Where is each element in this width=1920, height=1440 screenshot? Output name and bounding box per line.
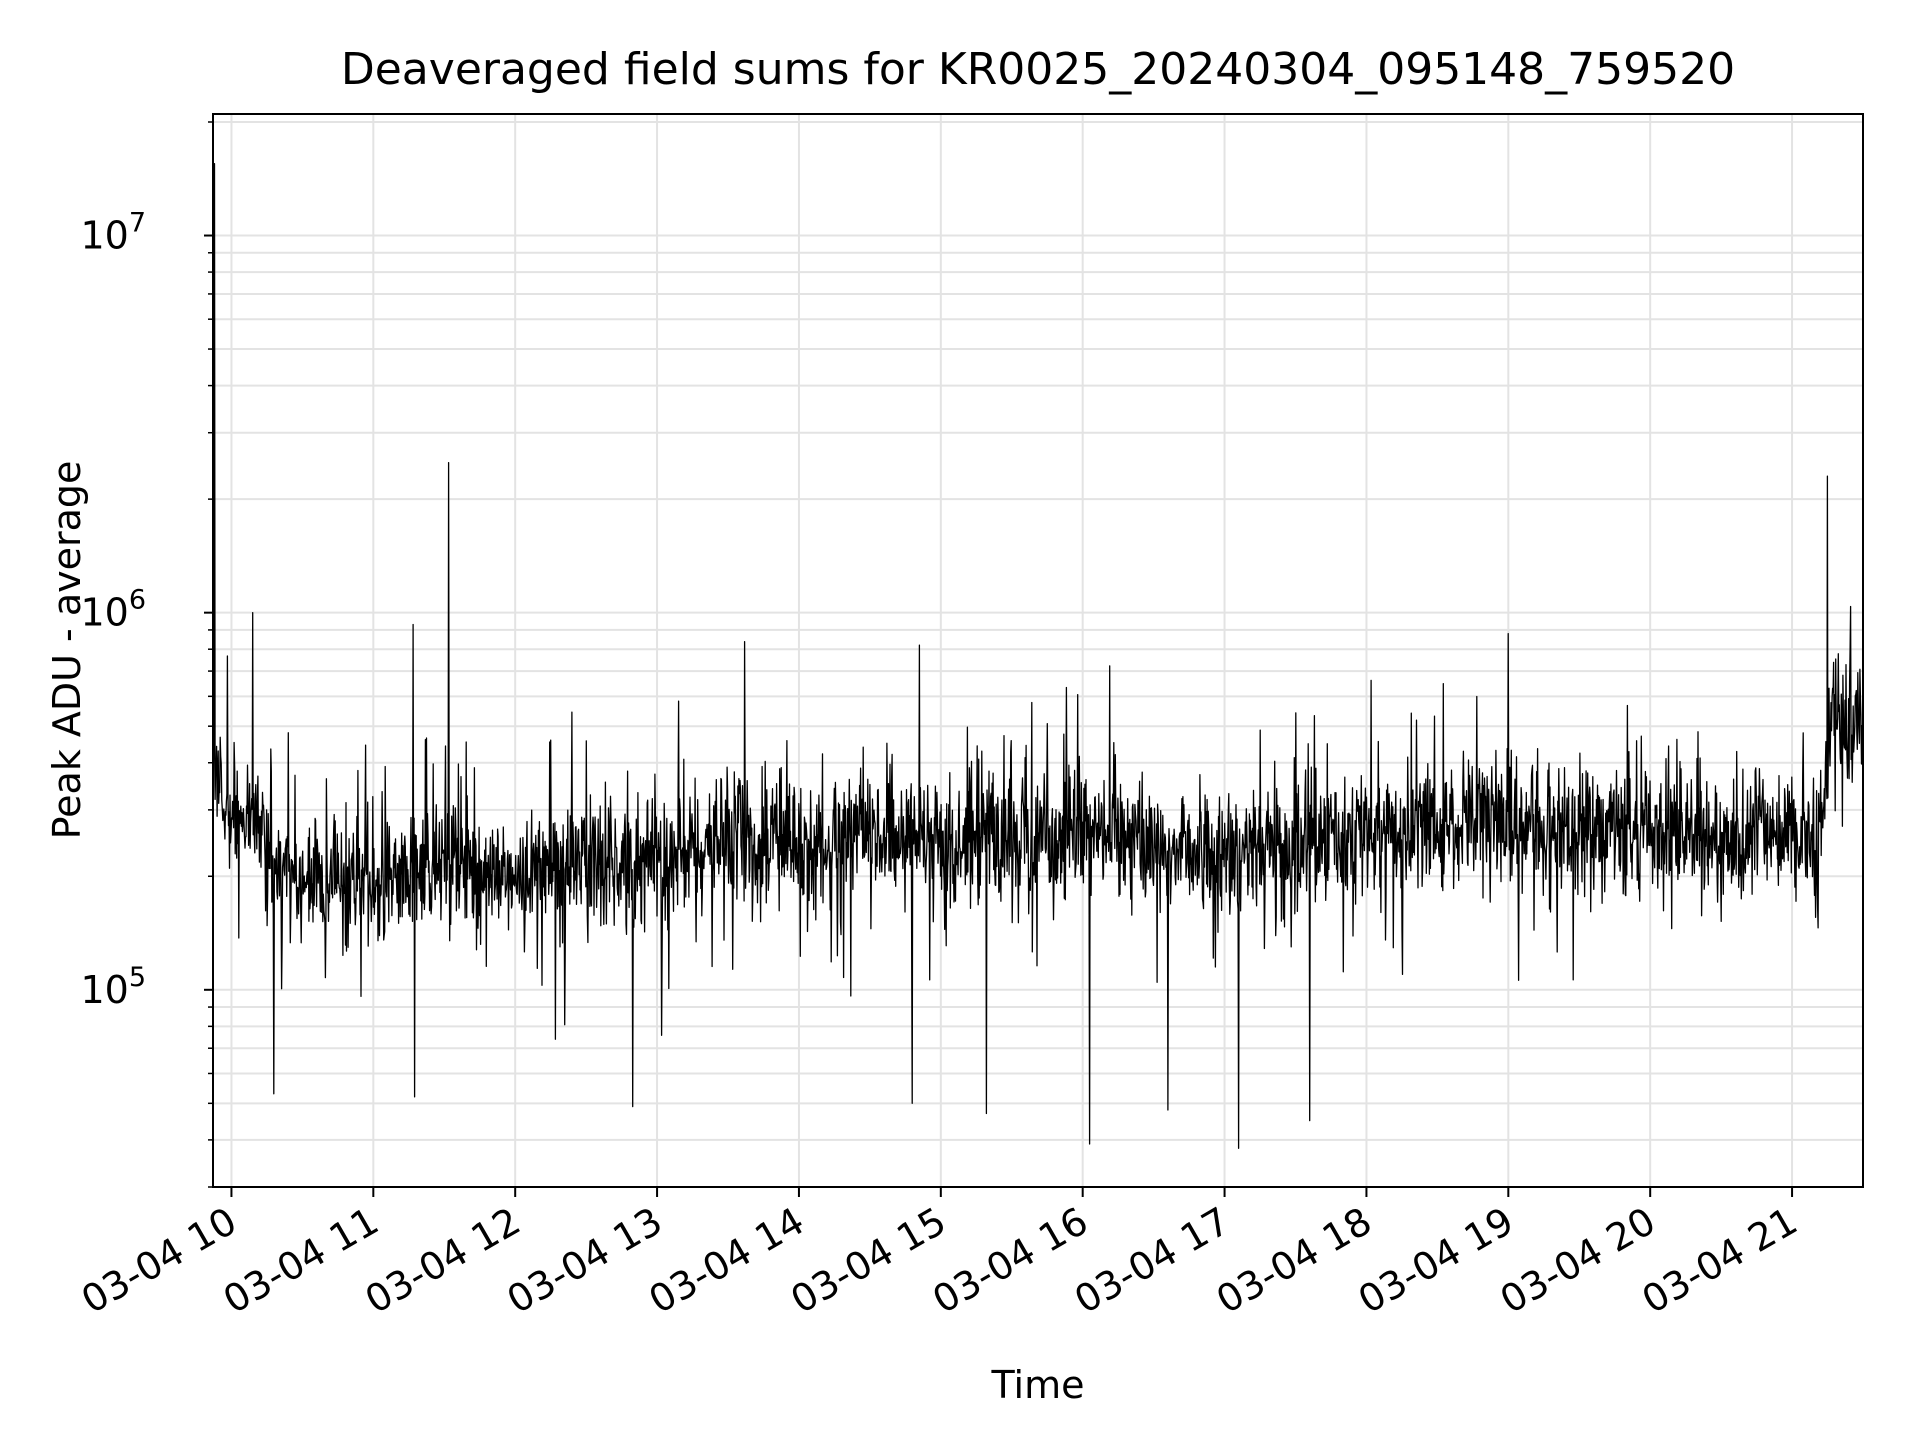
x-axis-label: Time	[991, 1363, 1085, 1407]
y-tick-label: 106	[80, 585, 146, 635]
y-tick-label: 105	[80, 962, 146, 1012]
plot-frame	[212, 113, 1864, 1188]
series-line	[212, 163, 1864, 1149]
y-axis-label: Peak ADU - average	[45, 461, 89, 840]
series-group	[212, 163, 1864, 1149]
chart-title: Deaveraged field sums for KR0025_2024030…	[341, 44, 1735, 95]
y-tick-label: 107	[80, 208, 146, 258]
